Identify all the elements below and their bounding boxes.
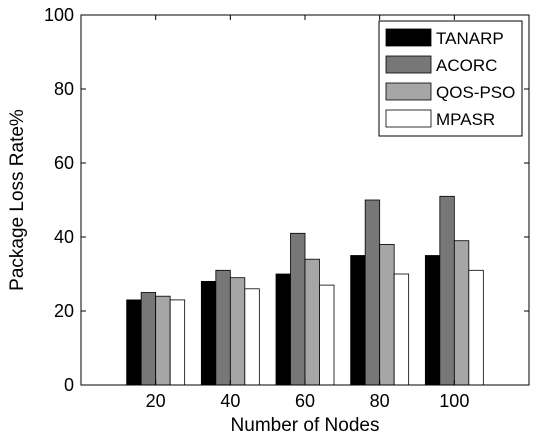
bar-tanarp-60 xyxy=(275,273,291,386)
legend-swatch xyxy=(385,82,432,101)
bar-mpasr-100 xyxy=(468,269,484,386)
bar-qos-pso-40 xyxy=(229,277,246,386)
y-tick-label: 40 xyxy=(54,227,74,247)
bar-qos-pso-60 xyxy=(304,258,320,386)
bar-qos-pso-100 xyxy=(453,240,470,386)
bars-group xyxy=(126,195,484,386)
legend-swatch xyxy=(385,28,432,47)
y-tick-label: 0 xyxy=(64,375,74,395)
legend: TANARP ACORC QOS-PSO MPASR xyxy=(378,20,523,137)
x-tick-label: 20 xyxy=(146,391,166,411)
bar-acorc-80 xyxy=(364,199,381,386)
legend-swatch xyxy=(385,55,432,74)
bar-mpasr-60 xyxy=(319,284,335,386)
legend-label: TANARP xyxy=(436,29,504,48)
bar-tanarp-100 xyxy=(424,255,441,386)
bar-mpasr-40 xyxy=(244,288,260,386)
x-axis-label: Number of Nodes xyxy=(231,415,380,436)
legend-label: MPASR xyxy=(436,110,495,129)
bar-acorc-20 xyxy=(140,292,157,386)
legend-label: QOS-PSO xyxy=(436,83,515,102)
x-tick-label: 100 xyxy=(439,391,469,411)
x-axis-ticks: 20 40 60 80 100 xyxy=(146,15,469,411)
bar-tanarp-40 xyxy=(200,280,217,386)
legend-swatch xyxy=(385,109,432,128)
legend-label: ACORC xyxy=(436,56,497,75)
bar-tanarp-20 xyxy=(126,299,142,386)
y-tick-label: 80 xyxy=(54,79,74,99)
x-tick-label: 60 xyxy=(295,391,315,411)
bar-qos-pso-20 xyxy=(155,295,171,386)
y-tick-label: 60 xyxy=(54,153,74,173)
y-axis-ticks: 0 20 40 60 80 100 xyxy=(44,5,529,395)
y-axis-label: Package Loss Rate% xyxy=(7,109,28,291)
y-tick-label: 100 xyxy=(44,5,74,25)
bar-acorc-100 xyxy=(439,195,455,386)
bar-qos-pso-80 xyxy=(379,243,395,386)
y-tick-label: 20 xyxy=(54,301,74,321)
bar-mpasr-20 xyxy=(169,299,186,386)
x-tick-label: 80 xyxy=(370,391,390,411)
bar-acorc-60 xyxy=(290,232,306,386)
x-tick-label: 40 xyxy=(220,391,240,411)
bar-tanarp-80 xyxy=(350,255,366,386)
bar-mpasr-80 xyxy=(393,273,410,386)
bar-acorc-40 xyxy=(215,269,231,386)
